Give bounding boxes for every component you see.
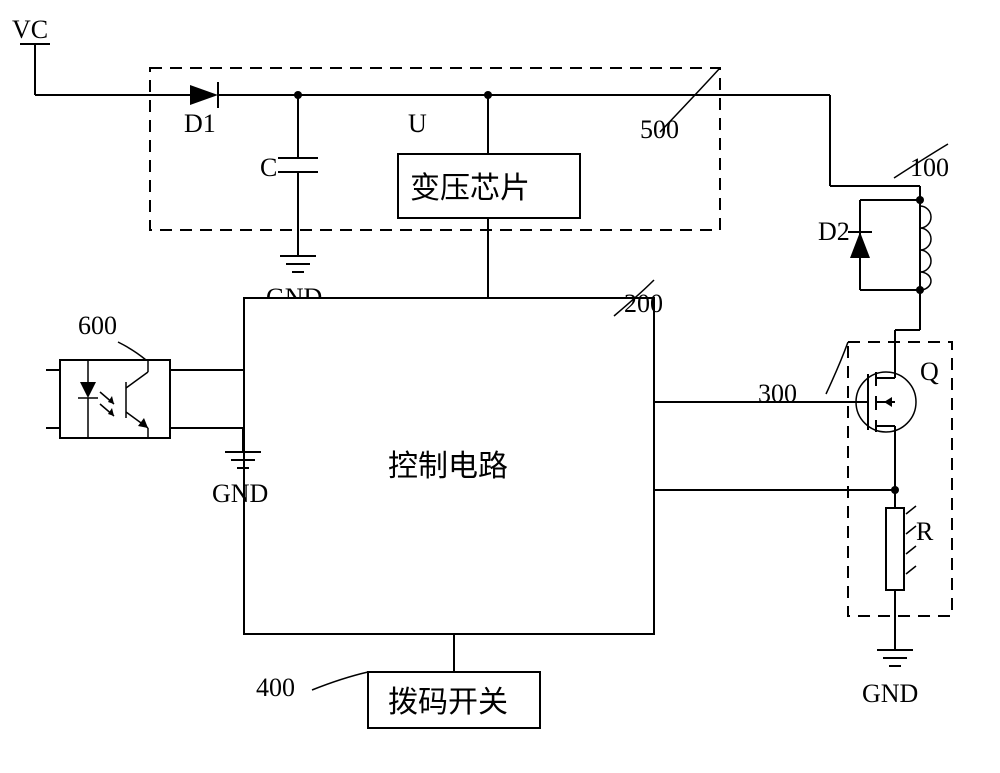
label-r: R: [916, 517, 934, 546]
leader-300: [826, 342, 848, 394]
circuit-diagram: VC D1 C GND U 变压芯片 500: [0, 0, 1000, 773]
inductor-coil-100: [920, 200, 931, 290]
diode-d1: [190, 82, 230, 108]
leader-600: [118, 342, 146, 360]
label-u: U: [408, 109, 427, 138]
label-ref100: 100: [910, 153, 949, 182]
mosfet-q: [848, 360, 916, 442]
label-d2: D2: [818, 217, 850, 246]
label-transformer-chip: 变压芯片: [410, 172, 530, 205]
label-ref400: 400: [256, 673, 295, 702]
label-control: 控制电路: [388, 450, 508, 483]
label-dip: 拨码开关: [388, 686, 508, 719]
label-gnd-opto: GND: [212, 479, 268, 508]
diode-d2: [848, 232, 872, 258]
resistor-r: [886, 506, 916, 590]
gnd-r: [877, 650, 913, 666]
label-gnd-r: GND: [862, 679, 918, 708]
label-vc: VC: [12, 15, 48, 44]
label-ref500: 500: [640, 115, 679, 144]
block-opto: [60, 360, 170, 438]
label-ref600: 600: [78, 311, 117, 340]
label-q: Q: [920, 357, 939, 386]
leader-400: [312, 672, 368, 690]
label-d1: D1: [184, 109, 216, 138]
label-ref300: 300: [758, 379, 797, 408]
label-ref200: 200: [624, 289, 663, 318]
label-c: C: [260, 153, 277, 182]
gnd-c: [280, 240, 316, 272]
capacitor-c: [278, 95, 318, 240]
